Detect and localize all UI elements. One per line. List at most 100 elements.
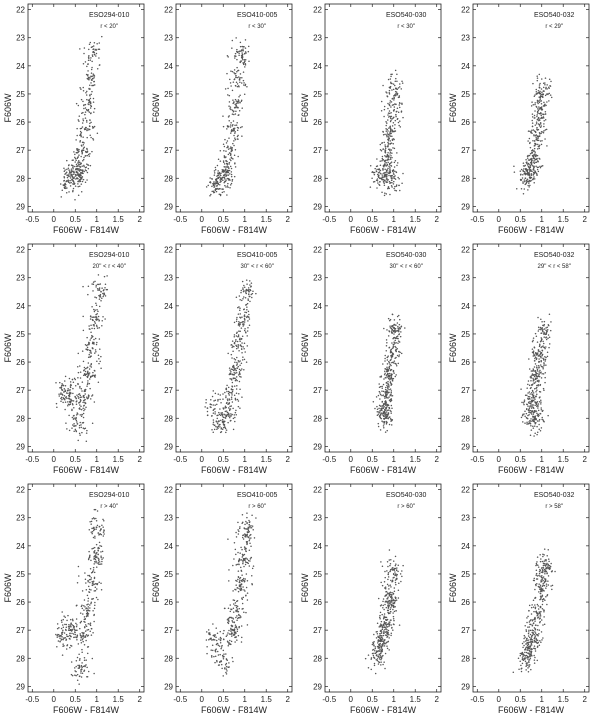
data-point [244, 523, 246, 526]
data-point [390, 357, 393, 359]
data-point [77, 352, 79, 355]
data-point [244, 63, 247, 65]
data-point [247, 316, 250, 318]
data-point [529, 141, 531, 144]
data-point [394, 178, 397, 180]
data-point [379, 393, 382, 396]
data-point [536, 118, 539, 121]
x-axis-label: F606W - F814W [201, 465, 268, 475]
data-point [222, 649, 225, 652]
data-point [99, 360, 101, 363]
data-point [82, 399, 85, 402]
data-point [76, 422, 79, 425]
data-point [233, 336, 236, 338]
data-point [237, 610, 240, 613]
data-point [240, 54, 243, 57]
data-point [540, 353, 542, 355]
data-point [56, 627, 59, 630]
data-point [247, 559, 250, 562]
data-point [228, 416, 231, 419]
data-point [99, 294, 101, 297]
data-point [98, 326, 101, 329]
data-point [386, 583, 389, 586]
data-point [106, 275, 108, 277]
data-point [222, 632, 224, 635]
data-point [520, 168, 523, 171]
data-point [388, 360, 390, 363]
data-point [94, 349, 97, 351]
data-point [397, 96, 400, 99]
data-point [239, 340, 241, 343]
data-point [247, 528, 250, 530]
data-point [543, 364, 545, 367]
data-point [97, 310, 99, 313]
data-point [241, 522, 243, 524]
data-point [392, 369, 395, 372]
data-point [398, 330, 400, 333]
data-point [238, 392, 240, 395]
x-tick-label: 0 [200, 695, 205, 704]
data-point [84, 408, 86, 410]
data-point [545, 329, 547, 331]
data-point [388, 187, 390, 190]
data-point [228, 633, 231, 635]
data-point [237, 570, 240, 572]
data-point [77, 194, 80, 196]
data-point [540, 401, 542, 403]
data-point [74, 199, 76, 201]
data-point [237, 138, 239, 140]
data-point [80, 174, 82, 177]
x-tick-label: 0.5 [70, 455, 82, 464]
data-point [371, 170, 374, 173]
y-tick-label: 27 [313, 386, 322, 395]
data-point [79, 161, 81, 163]
data-point [62, 643, 64, 645]
data-point [83, 626, 86, 629]
data-point [394, 80, 397, 83]
data-point [101, 524, 103, 526]
data-point [75, 416, 77, 419]
data-point [58, 395, 60, 397]
x-tick-label: 2 [434, 215, 439, 224]
data-point [532, 350, 535, 352]
data-point [364, 657, 367, 660]
data-point [88, 588, 91, 591]
data-point [243, 527, 246, 530]
data-point [379, 177, 382, 180]
data-point [536, 126, 538, 129]
data-point [86, 163, 88, 165]
data-point [541, 372, 543, 375]
data-point [93, 369, 96, 372]
y-tick-label: 24 [164, 62, 173, 71]
data-point [221, 428, 224, 430]
data-point [94, 280, 96, 283]
data-point [82, 144, 85, 146]
data-point [76, 673, 79, 676]
data-point [528, 411, 530, 414]
data-point [233, 140, 235, 142]
data-point [540, 332, 542, 335]
data-point [89, 164, 92, 167]
data-point [247, 562, 249, 565]
data-point [385, 121, 387, 123]
data-point [74, 636, 76, 638]
data-point [94, 322, 97, 324]
data-point [87, 574, 89, 577]
data-point [93, 563, 95, 565]
data-point [77, 439, 79, 442]
data-point [537, 143, 539, 146]
data-point [381, 175, 384, 177]
data-point [245, 557, 247, 560]
data-point [392, 183, 395, 185]
data-point [385, 386, 387, 389]
data-point [98, 534, 100, 536]
data-point [225, 429, 228, 431]
data-point [79, 168, 81, 171]
data-point [81, 381, 84, 383]
data-point [382, 390, 385, 393]
data-point [540, 364, 542, 366]
data-point [385, 368, 388, 370]
data-point [63, 390, 65, 393]
y-tick-label: 23 [461, 274, 470, 283]
